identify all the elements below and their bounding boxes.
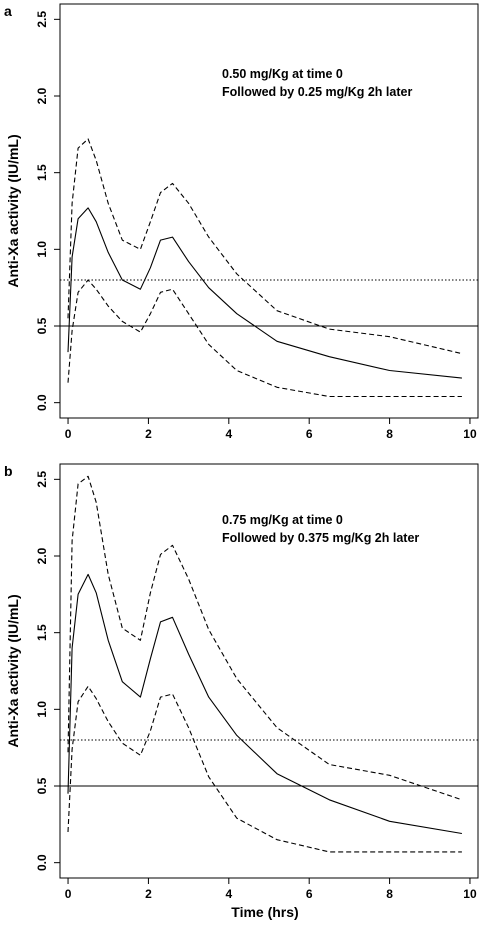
series-bound-line	[67, 685, 462, 853]
series-mean-line	[67, 573, 462, 835]
y-tick-label: 1.0	[35, 701, 49, 718]
x-tick-label: 8	[386, 427, 393, 441]
y-tick-label: 0.5	[35, 317, 49, 334]
chart-panel-a: 0 2 4 6 8 10 0.0 0.5 1.0 1.5 2.0 2.5 Anti-Xa activit…	[4, 3, 479, 441]
y-tick-label: 0.5	[35, 777, 49, 794]
plot-frame	[59, 463, 479, 879]
y-tick-label: 2.0	[35, 547, 49, 564]
annotation-line: Followed by 0.25 mg/Kg 2h later	[222, 85, 412, 99]
x-tick-label: 2	[145, 427, 152, 441]
chart-panel-b: 0 2 4 6 8 10 0.0 0.5 1.0 1.5 2.0 2.5 Anti-Xa activit…	[4, 463, 479, 920]
annotation-line: 0.75 mg/Kg at time 0	[222, 513, 343, 527]
series-bound-line	[67, 279, 462, 398]
y-axis-label: Anti-Xa activity (IU/mL)	[5, 134, 21, 287]
y-tick-label: 0.0	[35, 854, 49, 871]
series-bound-line	[67, 475, 463, 801]
y-tick-label: 2.5	[35, 471, 49, 488]
x-tick-label: 10	[463, 887, 477, 901]
panel-letter: a	[4, 3, 12, 19]
y-tick-label: 2.0	[35, 87, 49, 104]
x-tick-label: 4	[225, 427, 232, 441]
x-tick-label: 2	[145, 887, 152, 901]
x-tick-label: 0	[65, 887, 72, 901]
series-bound-line	[67, 138, 463, 355]
x-tick-label: 10	[463, 427, 477, 441]
y-axis-label: Anti-Xa activity (IU/mL)	[5, 594, 21, 747]
x-tick-label: 6	[306, 427, 313, 441]
x-tick-label: 6	[306, 887, 313, 901]
y-tick-label: 1.5	[35, 164, 49, 181]
y-tick-label: 1.5	[35, 624, 49, 641]
x-tick-label: 8	[386, 887, 393, 901]
y-tick-label: 0.0	[35, 394, 49, 411]
annotation-line: 0.50 mg/Kg at time 0	[222, 67, 343, 81]
x-tick-label: 4	[225, 887, 232, 901]
y-tick-label: 1.0	[35, 241, 49, 258]
x-axis-label: Time (hrs)	[231, 904, 298, 920]
y-tick-label: 2.5	[35, 11, 49, 28]
series-mean-line	[67, 207, 462, 379]
x-tick-label: 0	[65, 427, 72, 441]
plot-frame	[59, 3, 479, 419]
panel-letter: b	[4, 463, 13, 479]
annotation-line: Followed by 0.375 mg/Kg 2h later	[222, 531, 419, 545]
